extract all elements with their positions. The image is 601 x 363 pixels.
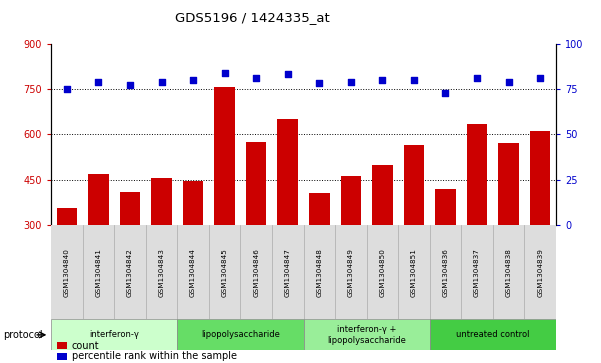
- Text: GSM1304851: GSM1304851: [411, 248, 417, 297]
- Bar: [88, 174, 109, 225]
- Point: [535, 75, 545, 81]
- Text: GSM1304837: GSM1304837: [474, 248, 480, 297]
- Bar: [83, 225, 114, 319]
- Bar: [56, 208, 77, 225]
- Text: GSM1304846: GSM1304846: [253, 248, 259, 297]
- Text: GSM1304842: GSM1304842: [127, 248, 133, 297]
- Bar: [309, 193, 329, 225]
- Bar: [304, 319, 430, 350]
- Text: GSM1304836: GSM1304836: [442, 248, 448, 297]
- Bar: [467, 124, 487, 225]
- Text: untreated control: untreated control: [456, 330, 529, 339]
- Point: [220, 70, 230, 76]
- Text: GDS5196 / 1424335_at: GDS5196 / 1424335_at: [175, 11, 330, 24]
- Bar: [177, 225, 209, 319]
- Text: interferon-γ: interferon-γ: [90, 330, 139, 339]
- Bar: [215, 87, 235, 225]
- Bar: [335, 225, 367, 319]
- Bar: [341, 176, 361, 225]
- Bar: [367, 225, 398, 319]
- Text: interferon-γ +
lipopolysaccharide: interferon-γ + lipopolysaccharide: [327, 325, 406, 344]
- Text: lipopolysaccharide: lipopolysaccharide: [201, 330, 280, 339]
- Bar: [462, 225, 493, 319]
- Point: [472, 75, 482, 81]
- Point: [346, 79, 356, 85]
- Bar: [304, 225, 335, 319]
- Bar: [146, 225, 177, 319]
- Bar: [525, 225, 556, 319]
- Text: GSM1304848: GSM1304848: [316, 248, 322, 297]
- Point: [441, 90, 450, 95]
- Text: GSM1304847: GSM1304847: [285, 248, 291, 297]
- Point: [283, 72, 293, 77]
- Bar: [498, 143, 519, 225]
- Text: GSM1304849: GSM1304849: [348, 248, 354, 297]
- Text: GSM1304840: GSM1304840: [64, 248, 70, 297]
- Text: GSM1304841: GSM1304841: [96, 248, 102, 297]
- Point: [251, 75, 261, 81]
- Text: count: count: [72, 340, 99, 351]
- Bar: [151, 178, 172, 225]
- Bar: [240, 225, 272, 319]
- Point: [94, 79, 103, 85]
- Text: percentile rank within the sample: percentile rank within the sample: [72, 351, 237, 362]
- Bar: [114, 225, 146, 319]
- Text: GSM1304843: GSM1304843: [159, 248, 165, 297]
- Point: [377, 77, 387, 83]
- Point: [314, 81, 324, 86]
- Bar: [430, 319, 556, 350]
- Bar: [530, 131, 551, 225]
- Bar: [177, 319, 304, 350]
- Bar: [493, 225, 525, 319]
- Bar: [272, 225, 304, 319]
- Bar: [435, 189, 456, 225]
- Point: [188, 77, 198, 83]
- Point: [125, 82, 135, 88]
- Bar: [120, 192, 140, 225]
- Text: protocol: protocol: [3, 330, 43, 340]
- Bar: [209, 225, 240, 319]
- Text: GSM1304844: GSM1304844: [190, 248, 196, 297]
- Text: GSM1304839: GSM1304839: [537, 248, 543, 297]
- Bar: [398, 225, 430, 319]
- Bar: [278, 119, 298, 225]
- Text: GSM1304838: GSM1304838: [505, 248, 511, 297]
- Bar: [404, 145, 424, 225]
- Bar: [51, 319, 177, 350]
- Bar: [246, 142, 266, 225]
- Point: [409, 77, 419, 83]
- Point: [504, 79, 513, 85]
- Text: GSM1304850: GSM1304850: [379, 248, 385, 297]
- Point: [157, 79, 166, 85]
- Bar: [51, 225, 83, 319]
- Text: GSM1304845: GSM1304845: [222, 248, 228, 297]
- Bar: [372, 165, 392, 225]
- Bar: [430, 225, 462, 319]
- Bar: [183, 181, 203, 225]
- Point: [62, 86, 72, 92]
